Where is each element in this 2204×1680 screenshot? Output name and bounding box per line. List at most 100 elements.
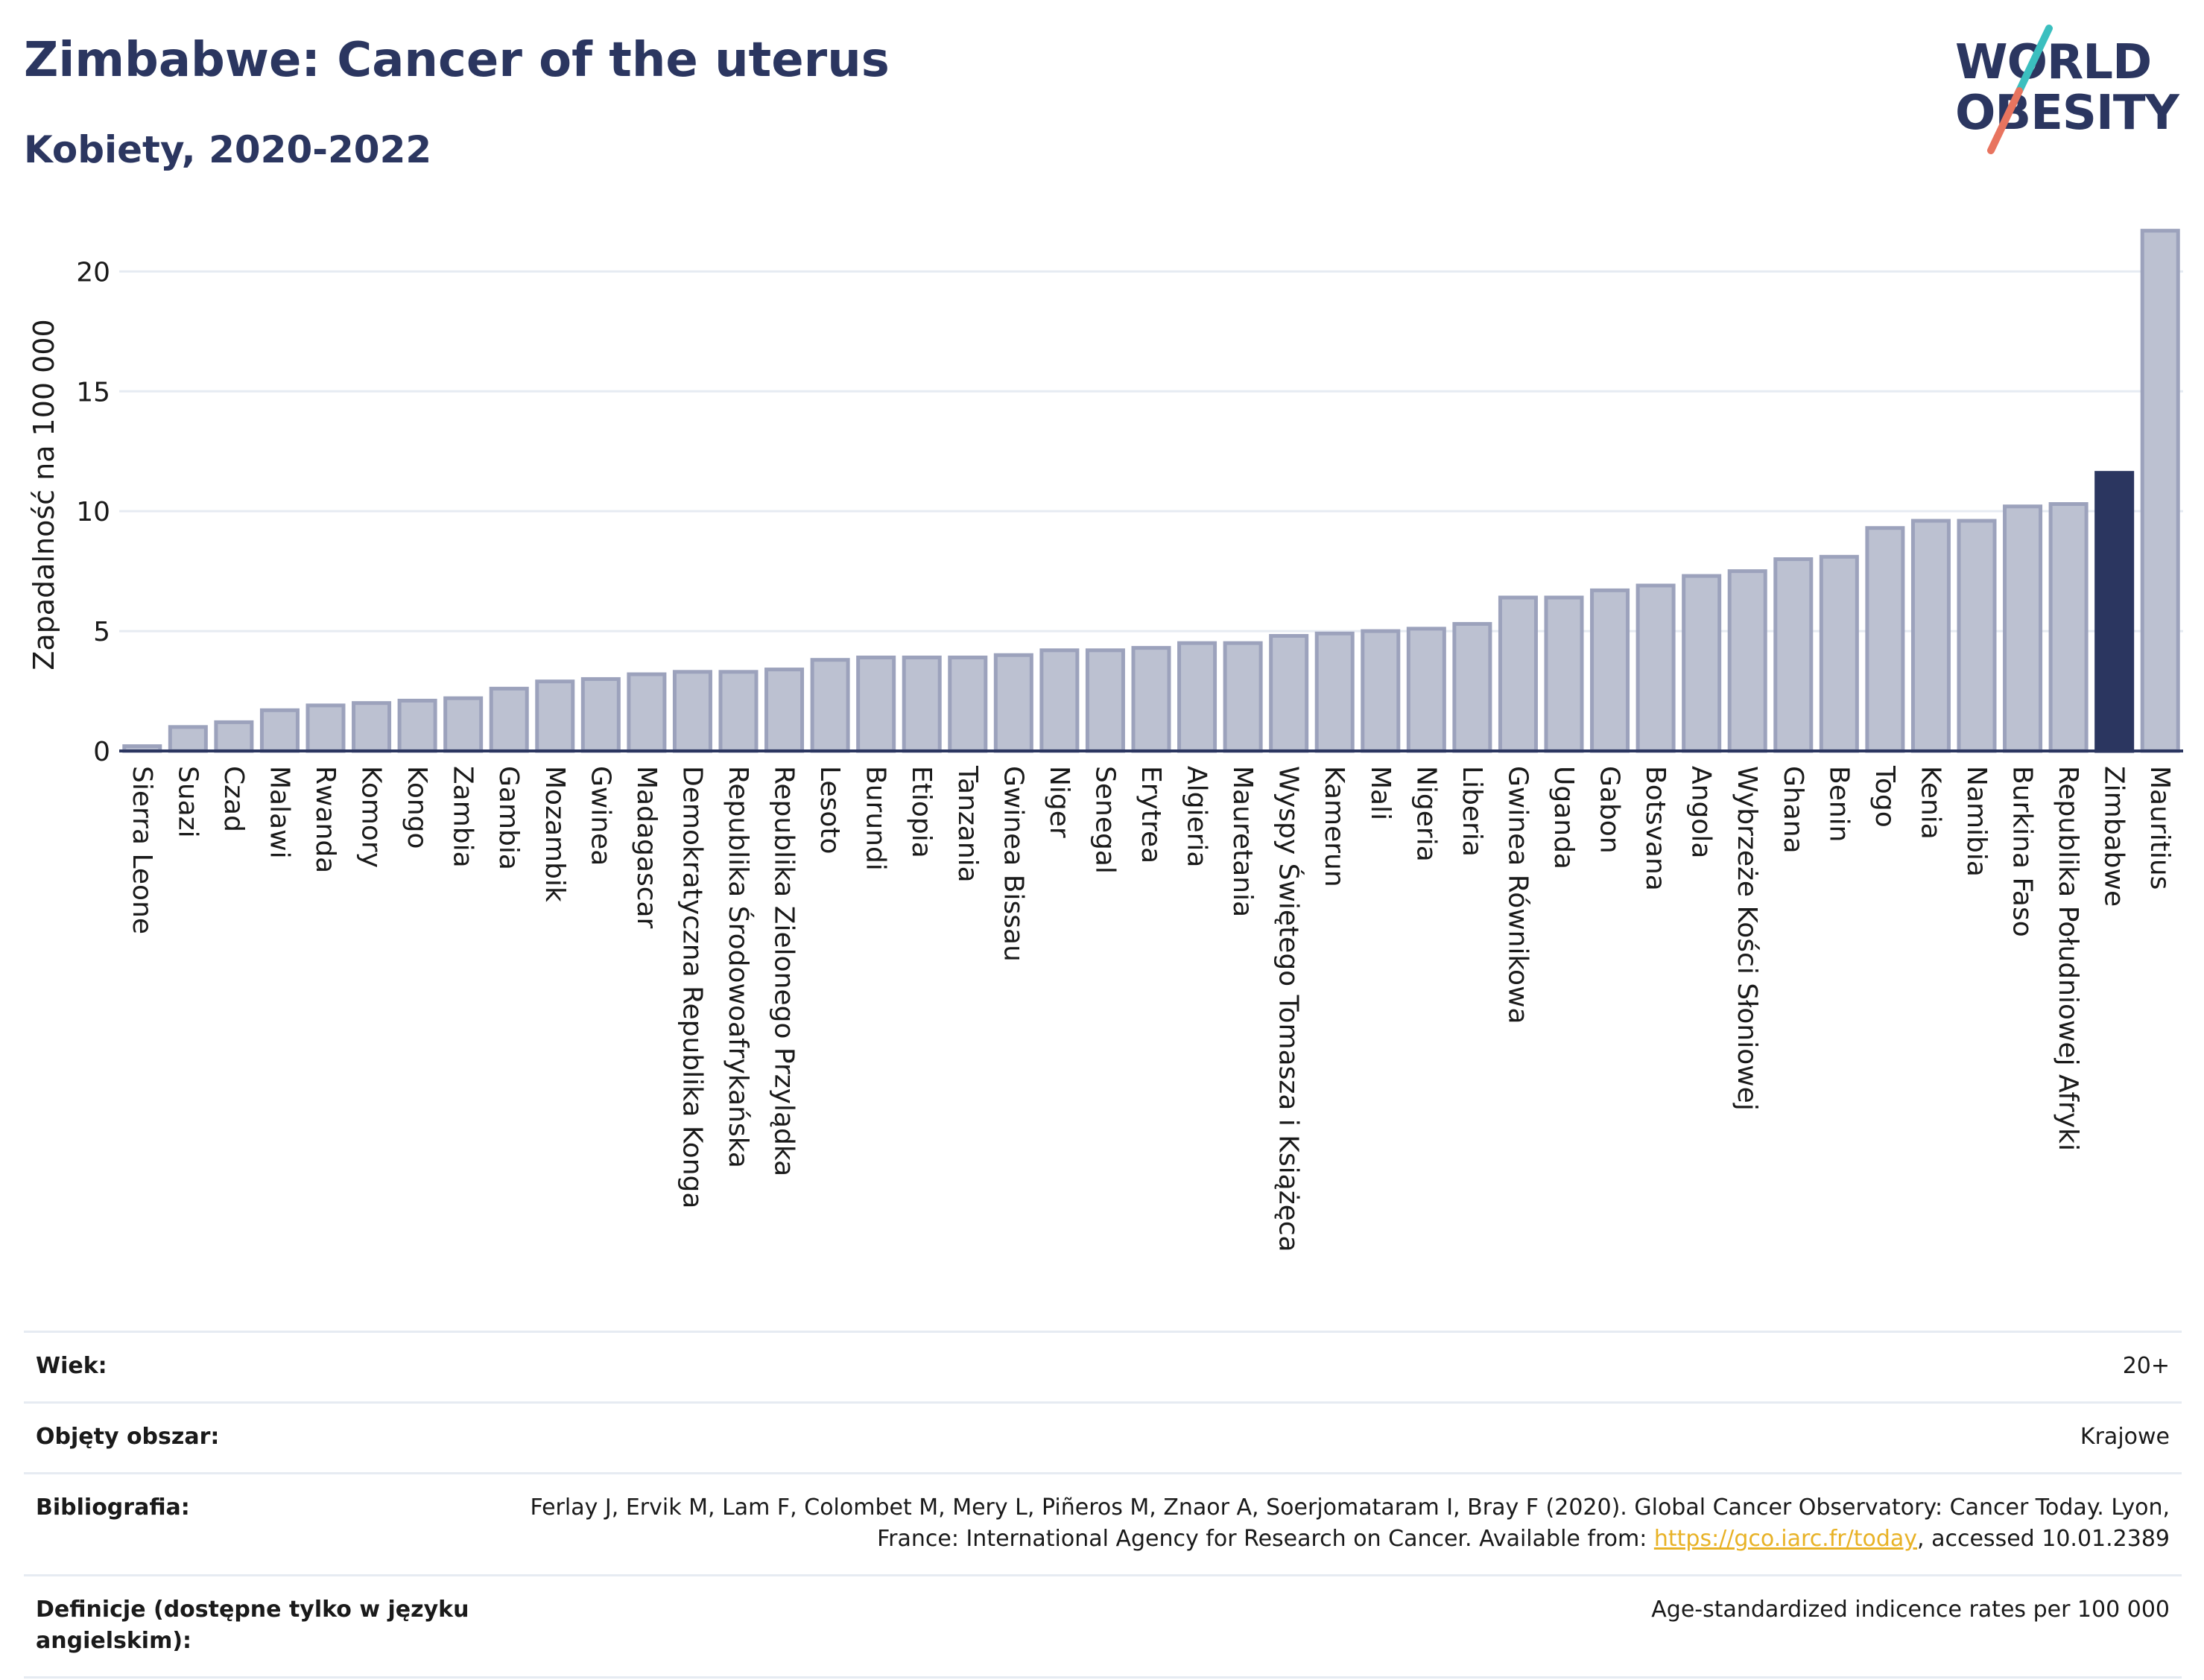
bar-gambia[interactable]: [489, 686, 529, 753]
x-tick-label: Malawi: [264, 766, 294, 859]
x-tick-label: Algieria: [1182, 766, 1212, 868]
bar-ghana[interactable]: [1773, 557, 1814, 753]
bar-komory[interactable]: [352, 701, 392, 753]
bar-algieria[interactable]: [1177, 641, 1217, 753]
x-tick-label: Niger: [1044, 766, 1074, 838]
logo-line-1: WORLD: [1955, 35, 2152, 90]
x-tick-label: Lesoto: [814, 766, 845, 855]
metadata-table: Wiek: 20+ Objęty obszar: Krajowe Bibliog…: [24, 1331, 2182, 1679]
y-tick-label: 5: [93, 617, 110, 647]
x-tick-label: Burkina Faso: [2007, 766, 2038, 937]
meta-label-bibliography: Bibliografia:: [36, 1494, 190, 1521]
x-tick-label: Liberia: [1457, 766, 1487, 857]
x-tick-label: Republika Środowoafrykańska: [723, 766, 754, 1168]
x-tick-label: Wyspy Świętego Tomasza i Książęca: [1273, 766, 1305, 1252]
bar-gwinea-równikowa[interactable]: [1498, 595, 1538, 753]
bar-wybrzeże-kości-słoniowej[interactable]: [1727, 569, 1767, 753]
bar-angola[interactable]: [1682, 574, 1722, 753]
bar-republika-zielonego-przylądka[interactable]: [764, 668, 805, 753]
x-tick-label: Angola: [1686, 766, 1717, 858]
bar-kongo[interactable]: [397, 698, 437, 753]
meta-row-bibliography: Bibliografia: Ferlay J, Ervik M, Lam F, …: [24, 1472, 2182, 1574]
bar-demokratyczna-republika-konga[interactable]: [672, 670, 712, 753]
bar-republika-południowej-afryki[interactable]: [2048, 502, 2089, 753]
meta-value-area: Krajowe: [2080, 1424, 2170, 1450]
x-tick-label: Republika Zielonego Przylądka: [769, 766, 799, 1176]
meta-row-definitions: Definicje (dostępne tylko w języku angie…: [24, 1574, 2182, 1679]
x-tick-label: Senegal: [1089, 766, 1120, 874]
x-tick-label: Kenia: [1915, 766, 1945, 840]
bar-gwinea[interactable]: [580, 676, 621, 753]
bar-madagascar[interactable]: [627, 672, 667, 753]
bar-chart: 0 5 10 15 20 Sierra Leone Suazi Czad Malawi Rwan…: [28, 229, 2183, 1252]
bar-kenia[interactable]: [1910, 519, 1951, 753]
bar-republika-środowoafrykańska[interactable]: [718, 670, 759, 753]
x-tick-label: Gwinea Równikowa: [1502, 766, 1533, 1024]
bar-senegal[interactable]: [1085, 648, 1125, 753]
x-tick-label: Botsvana: [1640, 766, 1671, 891]
bar-niger[interactable]: [1039, 648, 1080, 753]
bar-mali[interactable]: [1361, 629, 1401, 753]
bibliography-link[interactable]: https://gco.iarc.fr/today: [1653, 1526, 1918, 1552]
x-tick-label: Zimbabwe: [2099, 766, 2129, 907]
bar-malawi[interactable]: [259, 708, 300, 753]
x-tick-label: Mozambik: [539, 766, 570, 902]
x-tick-label: Sierra Leone: [127, 766, 157, 934]
meta-row-age: Wiek: 20+: [24, 1331, 2182, 1401]
bar-kamerun[interactable]: [1314, 631, 1355, 753]
x-tick-label: Republika Południowej Afryki: [2053, 766, 2083, 1151]
x-tick-label: Rwanda: [310, 766, 341, 873]
x-tick-label: Nigeria: [1410, 766, 1441, 862]
bar-wyspy-świętego-tomasza-i-książęca[interactable]: [1269, 634, 1309, 753]
logo-slash-icon: [1987, 25, 2053, 154]
bar-liberia[interactable]: [1452, 621, 1492, 753]
bar-zimbabwe[interactable]: [2094, 471, 2135, 753]
bar-lesoto[interactable]: [810, 658, 850, 753]
bar-rwanda[interactable]: [305, 703, 346, 753]
x-tick-label: Zambia: [448, 766, 478, 868]
bar-etiopia[interactable]: [902, 655, 942, 753]
bar-benin[interactable]: [1819, 554, 1859, 753]
x-axis-labels: Sierra Leone Suazi Czad Malawi Rwanda Komory K…: [127, 765, 2175, 1252]
x-tick-label: Ghana: [1778, 766, 1808, 854]
x-tick-label: Mali: [1365, 766, 1396, 820]
y-tick-label: 20: [76, 257, 110, 288]
meta-label-definitions: Definicje (dostępne tylko w języku angie…: [36, 1597, 469, 1654]
x-tick-label: Gambia: [493, 766, 524, 870]
bibliography-accessed: , accessed 10.01.2389: [1917, 1526, 2170, 1552]
world-obesity-logo[interactable]: WORLD OBESITY: [1937, 22, 2191, 156]
bar-czad[interactable]: [214, 720, 254, 753]
bar-mauretania[interactable]: [1223, 641, 1263, 753]
bar-uganda[interactable]: [1544, 595, 1584, 753]
y-tick-label: 0: [93, 737, 110, 767]
bar-mauritius[interactable]: [2140, 229, 2180, 753]
x-tick-label: Kongo: [402, 766, 432, 849]
bar-zambia[interactable]: [443, 696, 484, 753]
y-axis-ticks: 0 5 10 15 20: [76, 257, 110, 767]
bar-suazi[interactable]: [168, 725, 208, 753]
bar-namibia[interactable]: [1957, 519, 1997, 753]
x-tick-label: Czad: [218, 766, 249, 832]
bar-nigeria[interactable]: [1406, 627, 1446, 753]
bar-burkina-faso[interactable]: [2003, 504, 2043, 753]
bars: [122, 229, 2180, 753]
bar-gabon[interactable]: [1590, 588, 1630, 753]
bar-erytrea[interactable]: [1131, 646, 1171, 753]
bar-gwinea-bissau[interactable]: [993, 653, 1033, 753]
bar-mozambik[interactable]: [535, 679, 575, 753]
x-tick-label: Tanzania: [952, 765, 983, 883]
chart-subtitle: Kobiety, 2020-2022: [24, 128, 432, 171]
bar-botsvana[interactable]: [1635, 583, 1676, 753]
bar-burundi[interactable]: [856, 655, 896, 753]
x-tick-label: Wybrzeże Kości Słoniowej: [1732, 766, 1762, 1111]
meta-label-age: Wiek:: [36, 1353, 107, 1379]
bar-togo[interactable]: [1865, 526, 1905, 753]
meta-value-definitions: Age-standardized indicence rates per 100…: [1651, 1597, 2170, 1623]
meta-row-area: Objęty obszar: Krajowe: [24, 1401, 2182, 1472]
x-tick-label: Gabon: [1595, 766, 1625, 854]
bibliography-text: Ferlay J, Ervik M, Lam F, Colombet M, Me…: [530, 1494, 2170, 1552]
logo-line-2: OBESITY: [1955, 86, 2179, 141]
x-tick-label: Namibia: [1961, 766, 1992, 877]
bar-tanzania[interactable]: [948, 655, 988, 753]
x-tick-label: Benin: [1823, 766, 1854, 842]
